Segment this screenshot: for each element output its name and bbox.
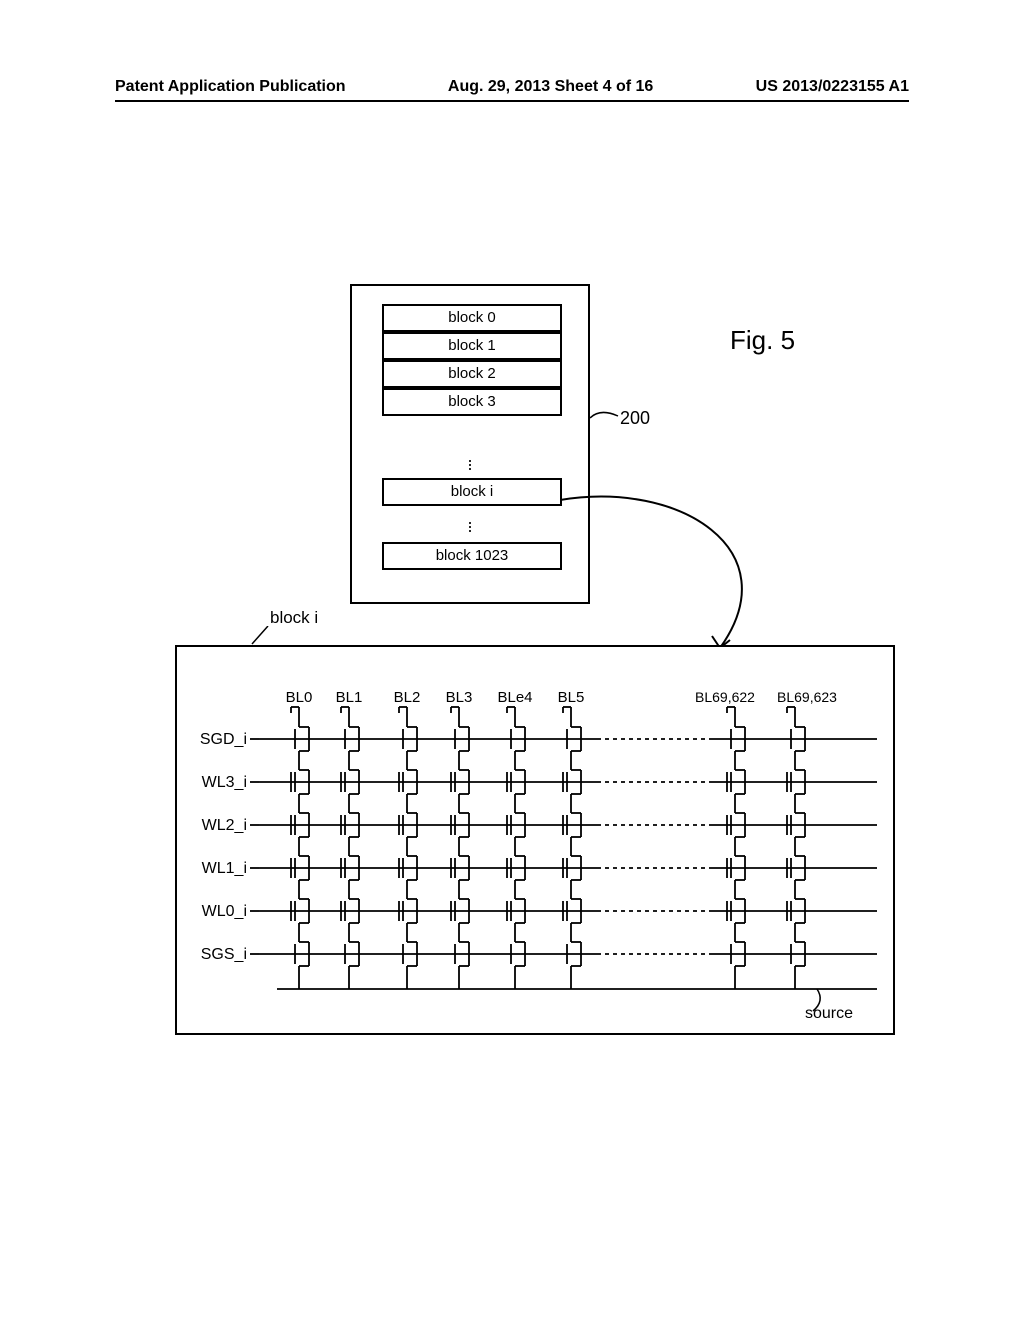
header-left: Patent Application Publication <box>115 78 346 96</box>
header-right: US 2013/0223155 A1 <box>756 78 909 96</box>
memory-array-circuit <box>177 647 897 1037</box>
page-header: Patent Application Publication Aug. 29, … <box>115 78 909 96</box>
reference-numeral-200: 200 <box>620 408 650 429</box>
block-row: block 1023 <box>382 542 562 570</box>
vertical-ellipsis: ··· <box>467 458 473 470</box>
block-i-label: block i <box>270 608 318 628</box>
zoom-arrow <box>560 490 820 660</box>
block-row: block 3 <box>382 388 562 416</box>
block-row-i: block i <box>382 478 562 506</box>
figure-label: Fig. 5 <box>730 325 795 356</box>
block-row: block 1 <box>382 332 562 360</box>
block-row: block 0 <box>382 304 562 332</box>
header-center: Aug. 29, 2013 Sheet 4 of 16 <box>448 78 653 96</box>
block-detail-container: BL0 BL1 BL2 BL3 BLe4 BL5 BL69,622 BL69,6… <box>175 645 895 1035</box>
source-label: source <box>805 1005 853 1023</box>
vertical-ellipsis: ··· <box>467 520 473 532</box>
header-rule <box>115 100 909 102</box>
memory-blocks-container: block 0 block 1 block 2 block 3 block 3 … <box>350 284 590 604</box>
leader-200 <box>590 408 620 428</box>
block-row: block 2 <box>382 360 562 388</box>
